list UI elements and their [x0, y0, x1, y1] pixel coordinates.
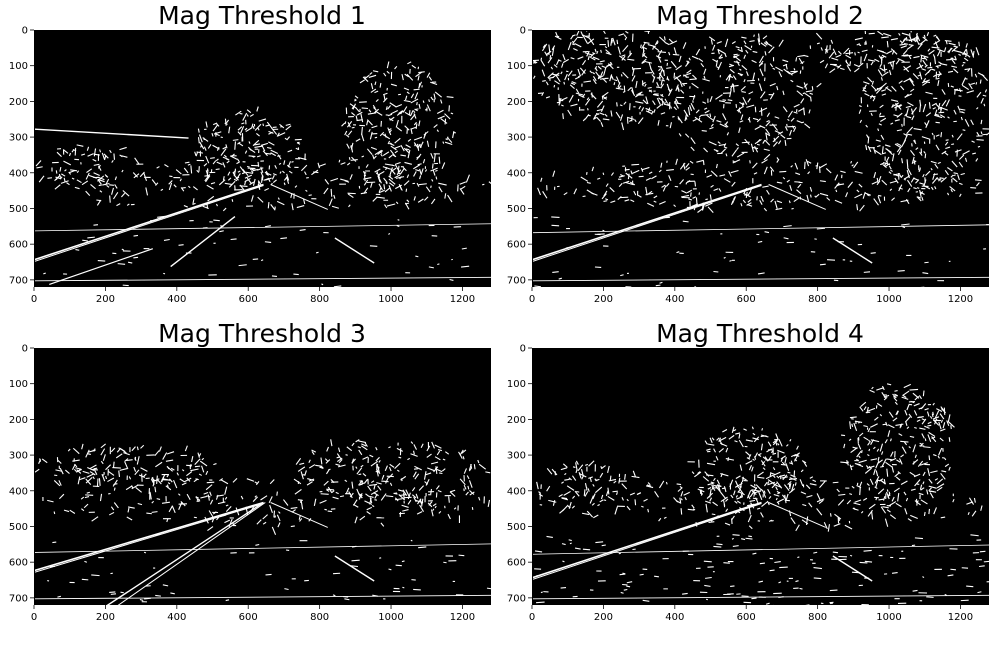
x-tick-label: 0	[529, 612, 535, 623]
y-tick-label: 200	[9, 415, 28, 426]
y-tick-label: 200	[9, 97, 28, 108]
image-plot-area	[34, 348, 492, 606]
y-tick-label: 0	[520, 344, 526, 355]
image-plot-area	[532, 30, 990, 288]
x-tick-label: 800	[310, 612, 329, 623]
x-tick-label: 800	[808, 612, 827, 623]
y-tick-label: 500	[9, 522, 28, 533]
x-tick-label: 200	[594, 294, 613, 305]
edge-pixels	[35, 439, 492, 606]
edge-pixels	[533, 383, 990, 606]
y-tick-label: 500	[507, 522, 526, 533]
subplot-title: Mag Threshold 3	[158, 319, 366, 348]
y-tick-label: 0	[22, 26, 28, 37]
x-tick-label: 800	[310, 294, 329, 305]
x-tick-label: 0	[31, 294, 37, 305]
y-tick-label: 400	[507, 168, 526, 179]
y-tick-label: 300	[507, 451, 526, 462]
y-tick-label: 400	[507, 486, 526, 497]
thresholded-image	[533, 31, 990, 288]
subplot-title: Mag Threshold 1	[158, 1, 366, 30]
y-tick-label: 400	[9, 486, 28, 497]
x-tick-label: 600	[239, 612, 258, 623]
x-tick-label: 1000	[876, 294, 901, 305]
x-tick-label: 600	[737, 294, 756, 305]
y-tick-label: 100	[507, 61, 526, 72]
x-tick-label: 1000	[876, 612, 901, 623]
y-tick-label: 500	[9, 204, 28, 215]
y-tick-label: 0	[22, 344, 28, 355]
image-plot-area	[532, 348, 990, 606]
y-tick-label: 600	[507, 558, 526, 569]
x-tick-label: 600	[239, 294, 258, 305]
y-tick-label: 100	[507, 379, 526, 390]
y-tick-label: 600	[507, 240, 526, 251]
y-tick-label: 700	[507, 593, 526, 604]
subplot-title: Mag Threshold 2	[656, 1, 864, 30]
y-tick-label: 700	[507, 275, 526, 286]
edge-pixels	[533, 31, 990, 288]
y-tick-label: 500	[507, 204, 526, 215]
x-tick-label: 200	[96, 612, 115, 623]
x-tick-label: 200	[594, 612, 613, 623]
x-tick-label: 600	[737, 612, 756, 623]
x-tick-label: 200	[96, 294, 115, 305]
y-tick-label: 700	[9, 593, 28, 604]
y-tick-label: 300	[507, 133, 526, 144]
x-tick-label: 0	[529, 294, 535, 305]
y-tick-label: 0	[520, 26, 526, 37]
x-tick-label: 1200	[450, 294, 475, 305]
y-tick-label: 200	[507, 97, 526, 108]
x-tick-label: 1200	[948, 294, 973, 305]
x-tick-label: 400	[167, 294, 186, 305]
x-tick-label: 0	[31, 612, 37, 623]
y-tick-label: 300	[9, 133, 28, 144]
y-tick-label: 600	[9, 558, 28, 569]
y-tick-label: 700	[9, 275, 28, 286]
y-tick-label: 200	[507, 415, 526, 426]
y-tick-label: 100	[9, 61, 28, 72]
edge-pixels	[35, 61, 492, 288]
x-tick-label: 1000	[378, 612, 403, 623]
y-tick-label: 300	[9, 451, 28, 462]
thresholded-image	[35, 439, 492, 606]
x-tick-label: 400	[665, 612, 684, 623]
x-tick-label: 1000	[378, 294, 403, 305]
image-plot-area	[34, 30, 492, 288]
x-tick-label: 1200	[450, 612, 475, 623]
y-tick-label: 100	[9, 379, 28, 390]
subplot-title: Mag Threshold 4	[656, 319, 864, 348]
x-tick-label: 800	[808, 294, 827, 305]
y-tick-label: 400	[9, 168, 28, 179]
x-tick-label: 1200	[948, 612, 973, 623]
x-tick-label: 400	[665, 294, 684, 305]
y-tick-label: 600	[9, 240, 28, 251]
thresholded-image	[35, 61, 492, 288]
thresholded-image	[533, 383, 990, 606]
x-tick-label: 400	[167, 612, 186, 623]
